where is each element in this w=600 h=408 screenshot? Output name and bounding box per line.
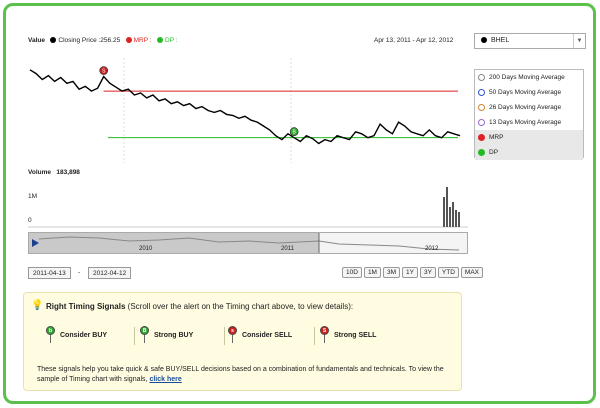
click-here-link[interactable]: click here — [149, 376, 182, 383]
legend-item-200dma[interactable]: 200 Days Moving Average — [475, 70, 583, 85]
volume-chart — [28, 187, 468, 228]
divider — [224, 327, 225, 345]
mrp-dot-icon — [125, 37, 132, 44]
legend-label: DP — [489, 149, 499, 156]
strong-buy-marker — [289, 127, 299, 137]
play-icon[interactable] — [32, 239, 39, 247]
closing-price-series — [29, 69, 461, 145]
range-max-button[interactable]: MAX — [460, 267, 483, 278]
pin-icon: S — [320, 326, 329, 335]
lightbulb-icon: 💡 — [31, 300, 44, 311]
signals-title: Right Timing Signals — [46, 302, 126, 311]
volume-label: Volume — [28, 169, 51, 176]
dp-label: DP : — [165, 37, 178, 44]
range-1m-button[interactable]: 1M — [363, 267, 381, 278]
signals-heading: Right Timing Signals (Scroll over the al… — [46, 302, 353, 311]
signals-subtitle: (Scroll over the alert on the Timing cha… — [127, 302, 354, 311]
dp-dot-icon — [157, 37, 163, 44]
chart-header: Value Closing Price :256.25 MRP : DP : — [28, 37, 178, 44]
signal-label: Consider BUY — [60, 332, 108, 339]
date-range: Apr 13, 2011 - Apr 12, 2012 — [374, 37, 454, 44]
year-2011: 2011 — [281, 246, 294, 252]
mrp-label: MRP : — [133, 37, 152, 44]
range-3m-button[interactable]: 3M — [382, 267, 400, 278]
legend-item-26dma[interactable]: 26 Days Moving Average — [475, 100, 583, 115]
indicator-legend: 200 Days Moving Average 50 Days Moving A… — [474, 69, 584, 160]
range-navigator[interactable]: 2010 2011 2012 — [28, 232, 468, 254]
signal-label: Strong BUY — [154, 332, 194, 339]
volume-tick-0: 0 — [28, 217, 32, 224]
year-2012: 2012 — [425, 246, 439, 252]
legend-label: 26 Days Moving Average — [489, 104, 562, 111]
stock-dot-icon — [481, 37, 487, 44]
closing-price: Closing Price :256.25 — [58, 37, 121, 44]
range-3y-button[interactable]: 3Y — [419, 267, 436, 278]
circle-icon — [478, 149, 485, 156]
legend-item-50dma[interactable]: 50 Days Moving Average — [475, 85, 583, 100]
strong-sell-marker — [99, 66, 109, 75]
signal-consider-sell: s Consider SELL — [228, 326, 293, 343]
legend-item-13dma[interactable]: 13 Days Moving Average — [475, 115, 583, 130]
year-2010: 2010 — [139, 246, 153, 252]
circle-icon — [478, 104, 485, 111]
legend-item-dp[interactable]: DP — [475, 145, 583, 160]
closing-dot-icon — [50, 37, 57, 44]
description-text: These signals help you take quick & safe… — [37, 366, 444, 383]
price-chart[interactable]: SB — [28, 58, 468, 163]
legend-label: 200 Days Moving Average — [489, 74, 565, 81]
range-ytd-button[interactable]: YTD — [437, 267, 459, 278]
range-buttons: 10D 1M 3M 1Y 3Y YTD MAX — [342, 267, 485, 278]
pin-icon: b — [46, 326, 55, 335]
range-1y-button[interactable]: 1Y — [402, 267, 418, 278]
legend-label: 50 Days Moving Average — [489, 89, 562, 96]
to-date-input[interactable]: 2012-04-12 — [88, 267, 132, 279]
legend-item-mrp[interactable]: MRP — [475, 130, 583, 145]
range-10d-button[interactable]: 10D — [342, 267, 362, 278]
from-date-input[interactable]: 2011-04-13 — [28, 267, 71, 279]
signal-strong-buy: B Strong BUY — [140, 326, 194, 343]
legend-label: 13 Days Moving Average — [489, 119, 562, 126]
pin-icon: s — [228, 326, 237, 335]
circle-icon — [478, 134, 485, 141]
signal-label: Strong SELL — [334, 332, 377, 339]
signal-consider-buy: b Consider BUY — [46, 326, 108, 343]
circle-icon — [478, 119, 485, 126]
circle-icon — [478, 89, 485, 96]
legend-label: MRP — [489, 134, 504, 141]
strong-sell-marker-label: S — [102, 69, 106, 75]
chevron-down-icon[interactable]: ▼ — [573, 34, 585, 48]
strong-buy-marker-label: B — [292, 130, 296, 136]
signal-strong-sell: S Strong SELL — [320, 326, 377, 343]
stock-select-value: BHEL — [490, 37, 510, 44]
pin-icon: B — [140, 326, 149, 335]
circle-icon — [478, 74, 485, 81]
value-label: Value — [28, 37, 45, 44]
divider — [134, 327, 135, 345]
chart-widget: Value Closing Price :256.25 MRP : DP : A… — [3, 3, 596, 404]
volume-value: 183,898 — [56, 169, 80, 176]
timing-signals-panel: 💡 Right Timing Signals (Scroll over the … — [23, 292, 462, 391]
signals-description: These signals help you take quick & safe… — [37, 365, 452, 385]
divider — [314, 327, 315, 345]
stock-select[interactable]: BHEL ▼ — [474, 33, 586, 49]
volume-header: Volume 183,898 — [28, 169, 80, 176]
volume-tick-1m: 1M — [28, 193, 38, 200]
date-separator: - — [78, 269, 81, 276]
signal-label: Consider SELL — [242, 332, 293, 339]
